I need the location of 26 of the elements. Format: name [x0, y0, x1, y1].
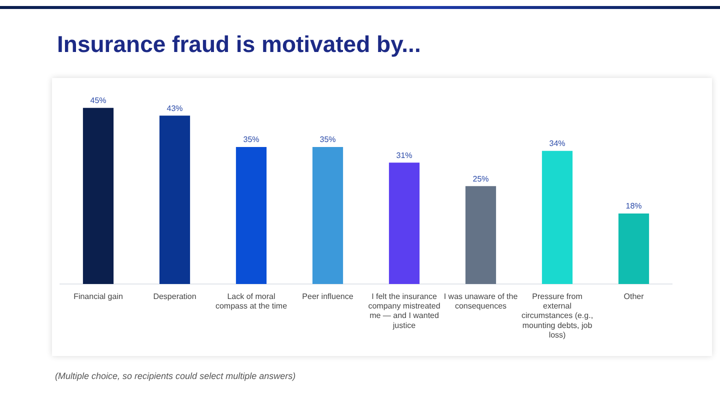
bar [618, 214, 650, 284]
data-label: 35% [320, 135, 336, 144]
bar [82, 108, 114, 284]
x-tick-label: Peer influence [302, 292, 354, 302]
data-label: 43% [166, 104, 183, 113]
data-label: 45% [90, 96, 106, 106]
x-tick-label: Pressure from external circumstances (e.g., mounting debts, job loss) [521, 292, 594, 340]
x-tick-label: I was unaware of the consequences [444, 292, 518, 311]
bar [159, 116, 190, 284]
data-label: 25% [472, 174, 489, 184]
x-tick-label: Financial gain [74, 292, 123, 302]
x-tick-label: Desperation [153, 292, 196, 302]
data-label: 35% [243, 135, 260, 144]
x-tick-label: Lack of moral compass at the time [215, 292, 288, 311]
data-label: 18% [626, 202, 642, 211]
x-tick-label: I felt the insurance company mistreated me — and I wanted justice [368, 292, 440, 330]
data-label: 34% [549, 139, 566, 148]
text: (Multiple choice, so recipients could select multiple answers) [55, 371, 296, 381]
x-tick-label: Other [624, 292, 644, 302]
bar [388, 162, 420, 284]
bar [236, 146, 267, 284]
bar [312, 146, 344, 284]
chart-title: Insurance fraud is motivated by... [57, 31, 421, 58]
data-label: 31% [396, 150, 412, 160]
bar [465, 186, 496, 284]
bar [542, 150, 573, 284]
